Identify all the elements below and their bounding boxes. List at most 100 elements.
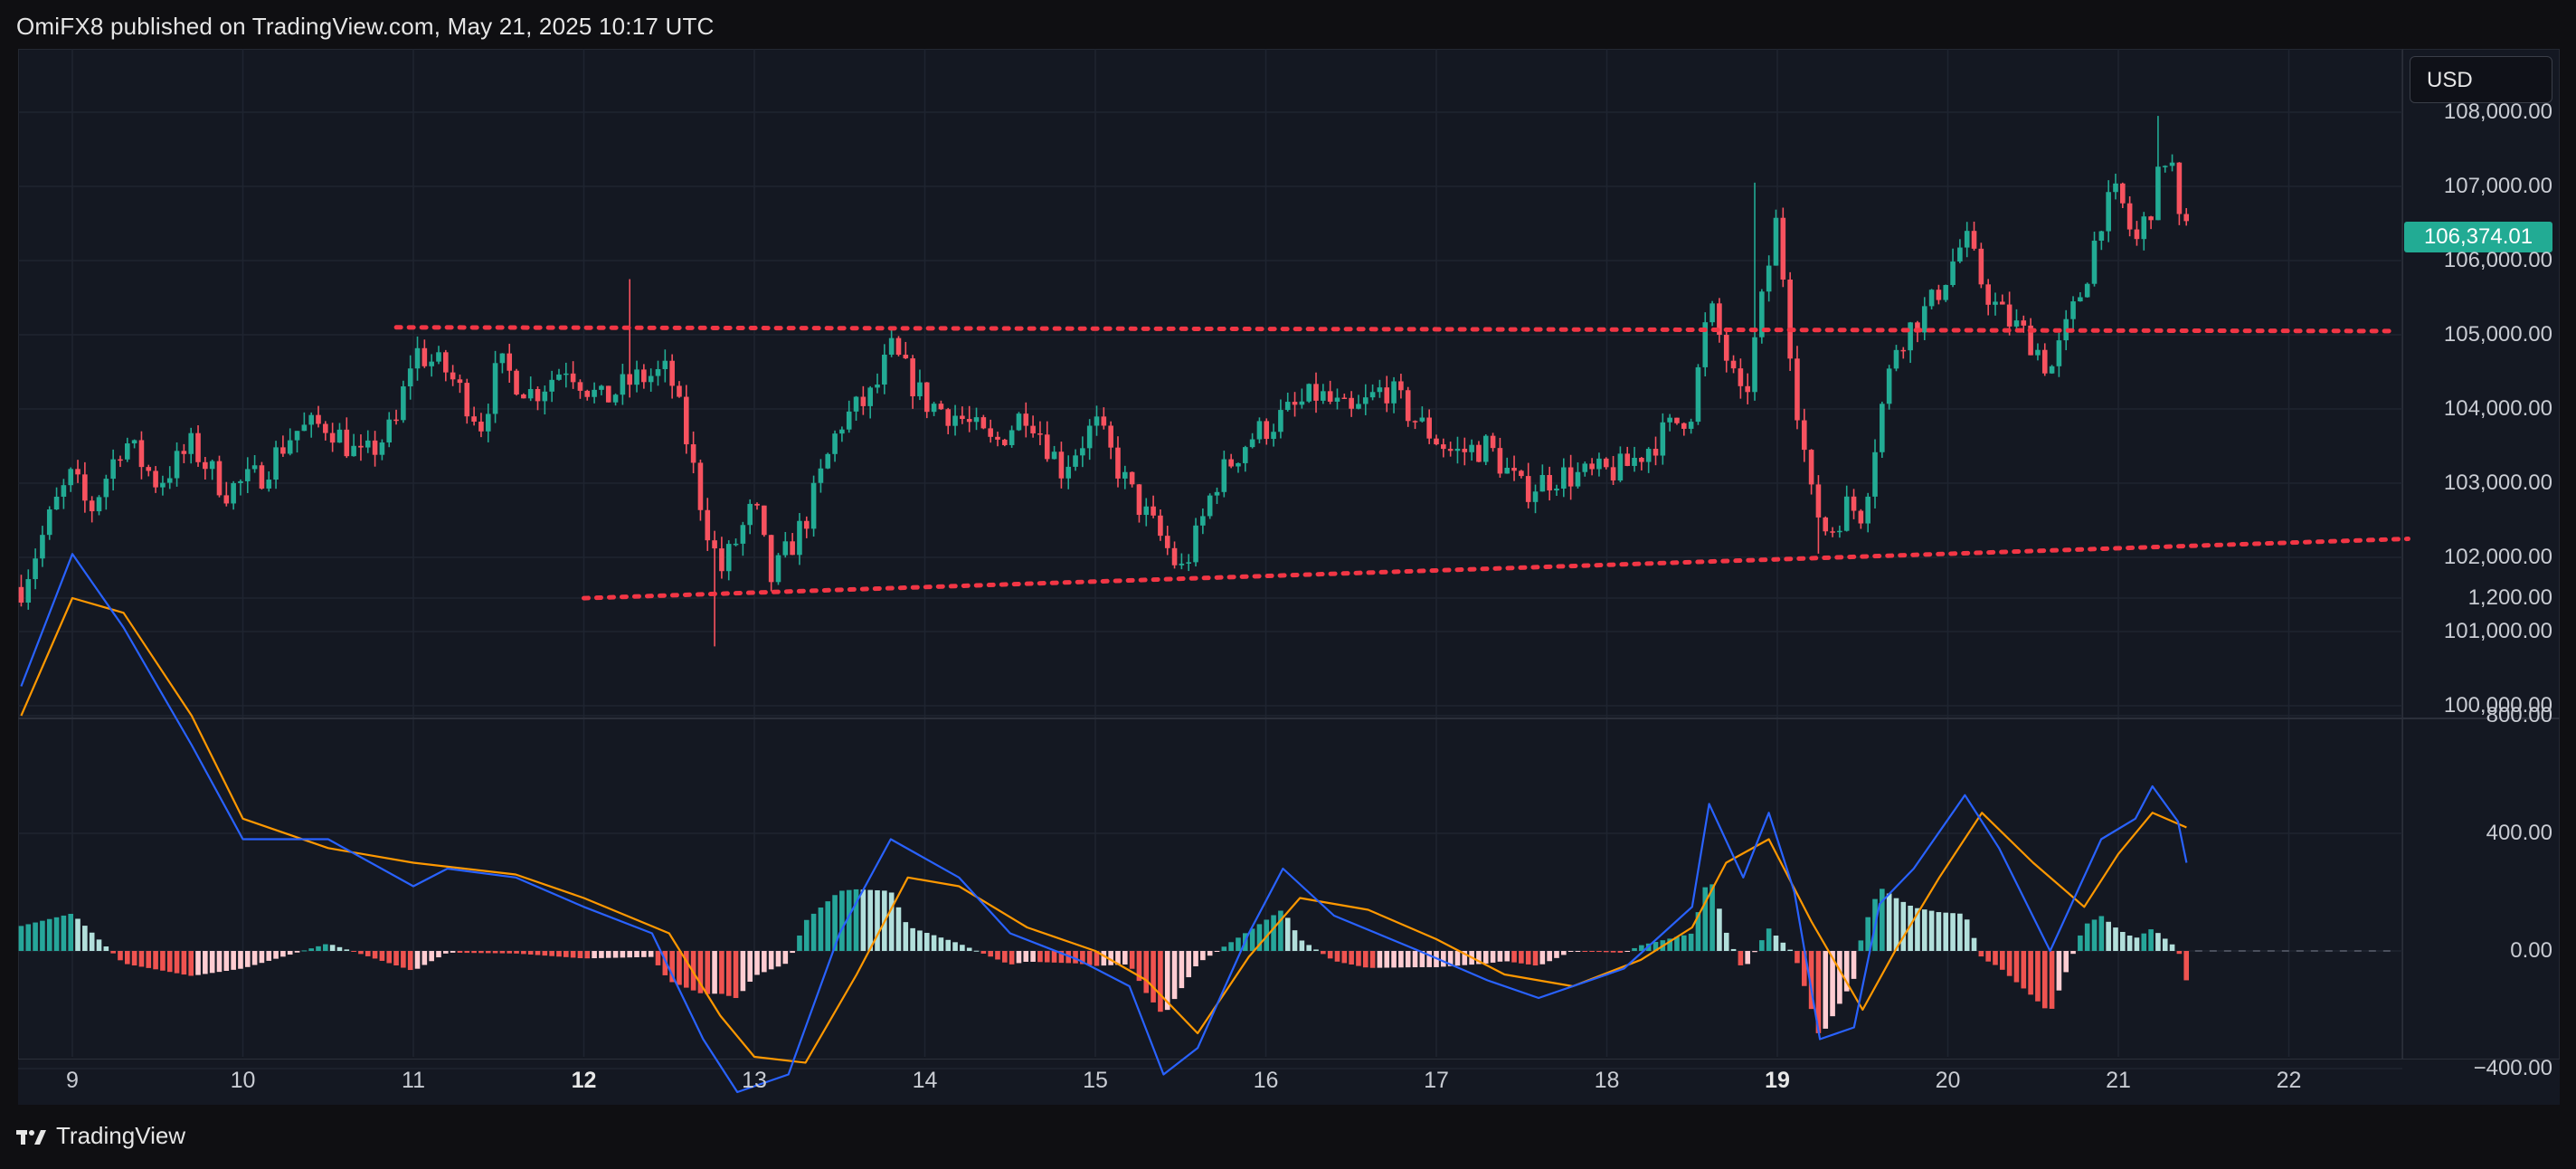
histogram-bar [923,933,930,951]
histogram-bar [1880,889,1885,951]
histogram-bar [634,951,639,958]
candle-body [803,520,810,529]
histogram-bar [131,951,137,966]
candle-body [535,389,541,402]
histogram-bar [733,951,739,999]
candle-body [740,525,746,544]
histogram-bar [2091,919,2098,951]
candle-body [1080,448,1085,456]
histogram-bar [2183,951,2190,981]
candle-body [549,379,554,392]
histogram-bar [1596,951,1602,953]
candle-body [203,461,208,470]
histogram-bar [1490,951,1496,963]
histogram-bar [146,951,152,968]
histogram-bar [1532,951,1539,966]
candle-body [118,459,123,461]
brand-logo[interactable]: TradingView [16,1122,185,1150]
candle-body [1815,484,1822,518]
histogram-bar [952,942,958,951]
histogram-bar [1158,951,1163,1012]
candle-body [1129,471,1135,485]
candle-body [910,358,915,396]
histogram-bar [803,919,810,951]
candle-body [1044,434,1050,460]
histogram-bar [294,951,300,953]
histogram-bar [1851,951,1857,979]
histogram-bar [1950,913,1956,951]
histogram-bar [203,951,208,974]
histogram-bar [1936,912,1942,951]
histogram-bar [231,951,236,970]
currency-button[interactable]: USD [2410,56,2552,103]
histogram-bar [1221,946,1227,951]
time-axis[interactable] [18,1059,2560,1105]
candle-body [747,503,753,526]
candle-body [1002,439,1008,445]
candle-body [1073,455,1078,467]
candle-body [1271,432,1276,440]
candle-body [96,497,102,512]
candle-body [641,369,647,383]
candle-body [1179,563,1185,565]
histogram-bar [1589,951,1595,952]
candle-body [1349,397,1354,409]
candle-body [1653,449,1659,456]
macd-tick-label: 400.00 [2486,821,2552,845]
histogram-bar [266,951,272,961]
histogram-bar [1080,951,1085,965]
candle-body [1490,435,1496,449]
candle-body [89,500,95,512]
candle-body [683,396,689,445]
candle-body [1717,303,1722,336]
candle-body [564,373,569,375]
candle-body [1278,410,1283,432]
histogram-bar [421,951,428,965]
histogram-bar [1539,951,1546,965]
histogram-bar [1278,910,1283,951]
candle-body [1306,384,1312,402]
candle-body [818,468,824,483]
candle-body [1249,439,1255,448]
candle-body [1256,421,1263,440]
candle-body [301,424,308,432]
candle-body [46,509,52,536]
candle-body [1936,290,1942,300]
histogram-bar [973,950,980,952]
histogram-bar [527,951,534,955]
time-tick-label: 20 [1935,1068,1961,1093]
histogram-bar [1186,951,1192,978]
histogram-bar [53,917,60,951]
candle-body [103,479,109,498]
histogram-bar [61,915,67,951]
histogram-bar [683,951,689,988]
candle-body [421,347,428,366]
histogram-bar [641,951,647,957]
histogram-bar [1313,949,1319,951]
histogram-bar [1554,951,1559,958]
histogram-bar [747,951,753,982]
histogram-bar [903,922,909,951]
histogram-bar [2063,951,2069,973]
candle-body [895,337,902,356]
histogram-bar [1567,951,1574,952]
histogram-bar [2028,951,2033,995]
candle-body [592,389,597,397]
candle-body [2106,192,2111,232]
candle-body [166,478,173,483]
histogram-bar [762,951,767,973]
histogram-bar [860,889,867,951]
histogram-bar [1271,915,1276,951]
histogram-bar [1688,933,1694,951]
histogram-bar [2134,937,2140,951]
price-tick-label: 101,000.00 [2443,619,2552,643]
candle-body [2013,320,2020,327]
histogram-bar [1023,951,1029,962]
histogram-bar [18,926,24,951]
candle-body [2049,366,2055,374]
candle-body [677,385,682,397]
histogram-bar [1795,951,1800,964]
histogram-bar [2006,951,2012,976]
histogram-bar [2049,951,2055,1009]
